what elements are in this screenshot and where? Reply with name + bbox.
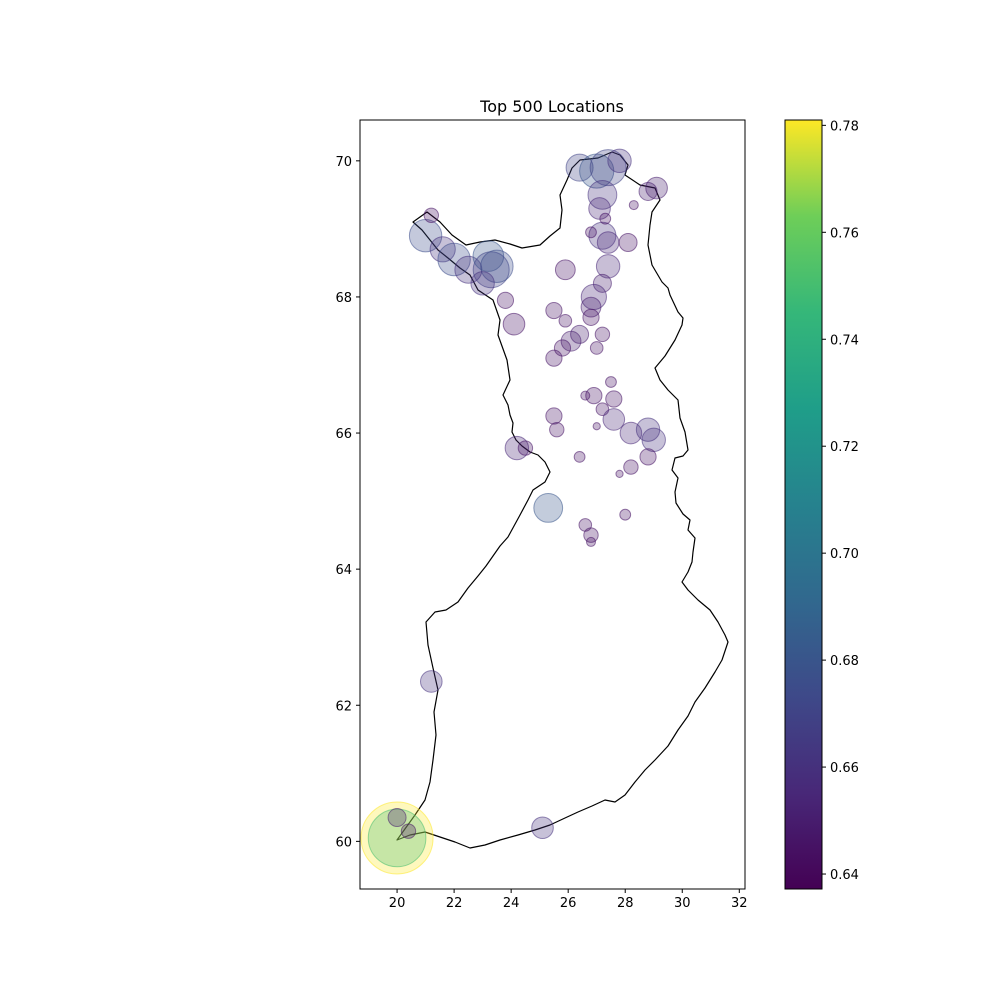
x-tick-label: 26 <box>560 896 577 911</box>
y-tick-label: 70 <box>335 155 352 170</box>
location-point <box>585 226 597 239</box>
location-point <box>645 176 668 200</box>
scatter-points <box>360 148 668 875</box>
location-point <box>595 254 621 279</box>
location-point <box>596 231 620 254</box>
location-point <box>496 291 515 309</box>
colorbar-tick-label: 0.66 <box>830 761 859 776</box>
location-point <box>592 422 601 431</box>
location-point <box>423 207 439 223</box>
location-point <box>586 536 596 547</box>
location-point <box>605 390 623 408</box>
location-point <box>580 390 591 401</box>
location-point <box>480 249 514 284</box>
location-point <box>618 232 638 252</box>
x-tick-label: 30 <box>674 896 691 911</box>
location-point <box>599 212 612 225</box>
plot-frame <box>359 119 746 890</box>
location-point <box>641 427 666 453</box>
location-point <box>582 308 600 326</box>
y-tick-label: 64 <box>335 563 352 578</box>
location-point <box>470 271 495 296</box>
location-point <box>400 823 417 839</box>
y-tick-label: 66 <box>335 427 352 442</box>
location-point <box>533 493 564 523</box>
location-point <box>589 149 627 187</box>
location-point <box>367 808 427 868</box>
location-point <box>580 296 602 318</box>
location-point <box>545 301 563 320</box>
location-point <box>573 450 586 463</box>
x-tick-label: 32 <box>731 896 748 911</box>
location-point <box>607 148 632 174</box>
location-point <box>554 259 576 281</box>
location-point <box>545 407 563 425</box>
location-point <box>517 440 534 456</box>
location-point <box>619 508 632 521</box>
colorbar-tick-label: 0.76 <box>830 226 859 241</box>
location-point <box>472 251 510 289</box>
x-tick-label: 28 <box>617 896 634 911</box>
colorbar-tick-label: 0.74 <box>830 333 859 348</box>
location-point <box>587 179 618 210</box>
location-point <box>589 341 604 355</box>
location-point <box>504 435 530 461</box>
location-point <box>549 421 565 438</box>
plot-area <box>360 148 729 875</box>
location-point <box>429 236 456 263</box>
location-point <box>605 376 617 388</box>
location-point <box>558 313 573 328</box>
chart-title: Top 500 Locations <box>479 97 624 116</box>
location-point <box>560 330 582 352</box>
y-axis: 60 62 64 66 68 70 <box>335 155 360 850</box>
colorbar-tick-label: 0.68 <box>830 654 859 669</box>
location-point <box>437 242 471 277</box>
y-tick-label: 60 <box>335 835 352 850</box>
location-point <box>360 801 434 875</box>
location-point <box>545 349 563 367</box>
location-point <box>502 312 526 336</box>
location-point <box>387 808 407 828</box>
x-axis: 20 22 24 26 28 30 32 <box>389 889 748 911</box>
location-point <box>531 816 554 840</box>
x-tick-label: 24 <box>503 896 520 911</box>
location-point <box>638 181 658 201</box>
y-tick-label: 62 <box>335 699 352 714</box>
colorbar-axis: 0.64 0.66 0.68 0.70 0.72 0.74 0.76 0.78 <box>822 119 859 883</box>
location-point <box>623 459 639 475</box>
location-point <box>585 387 603 405</box>
location-point <box>628 200 639 211</box>
location-point <box>639 448 657 466</box>
colorbar <box>784 119 823 890</box>
location-point <box>570 324 590 344</box>
colorbar-tick-label: 0.72 <box>830 440 859 455</box>
location-point <box>594 326 611 343</box>
colorbar-tick-label: 0.70 <box>830 547 859 562</box>
colorbar-tick-label: 0.78 <box>830 119 859 134</box>
location-point <box>592 273 612 293</box>
colorbar-tick-label: 0.64 <box>830 868 859 883</box>
y-tick-label: 68 <box>335 291 352 306</box>
x-tick-label: 22 <box>446 896 463 911</box>
x-tick-label: 20 <box>389 896 406 911</box>
location-point <box>602 408 626 431</box>
location-point <box>615 469 624 478</box>
location-point <box>419 670 443 693</box>
